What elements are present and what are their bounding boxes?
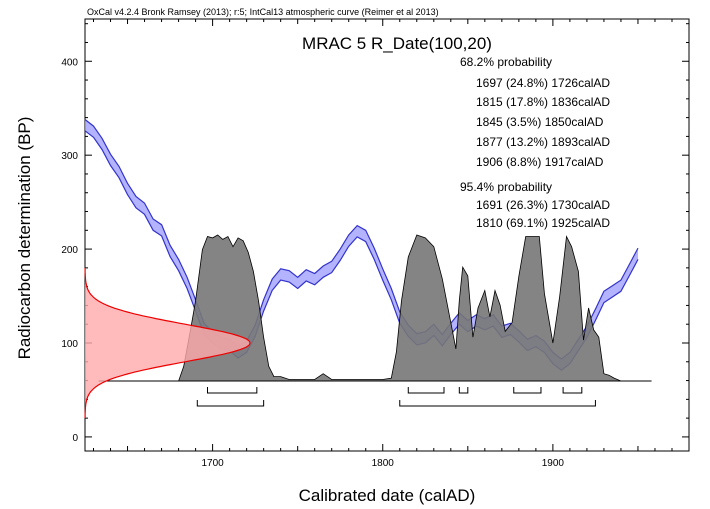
y-tick-label: 100: [61, 339, 78, 350]
range-68-bracket: [562, 387, 583, 394]
radiocarbon-line: [84, 267, 251, 419]
range-68-bracket: [407, 387, 445, 394]
range-68-bracket: [207, 387, 258, 394]
y-tick-label: 0: [72, 433, 78, 444]
posterior-area: [178, 234, 630, 382]
y-tick-label: 300: [61, 151, 78, 162]
range-68-bracket: [513, 387, 542, 394]
range-95-bracket: [399, 400, 596, 407]
credit-line: OxCal v4.2.4 Bronk Ramsey (2013); r:5; I…: [87, 7, 439, 17]
range-68-item: 1877 (13.2%) 1893calAD: [476, 135, 610, 149]
x-tick-label: 1800: [372, 458, 395, 469]
range-95-heading: 95.4% probability: [460, 180, 552, 194]
range-68-heading: 68.2% probability: [460, 55, 552, 69]
range-68-item: 1845 (3.5%) 1850calAD: [476, 115, 604, 129]
range-68-item: 1906 (8.8%) 1917calAD: [476, 155, 604, 169]
range-95-item: 1810 (69.1%) 1925calAD: [476, 216, 610, 230]
range-68-bracket: [458, 387, 469, 394]
range-95-bracket: [196, 400, 265, 407]
radiocarbon-date-distribution: [84, 267, 251, 419]
x-tick-label: 1900: [542, 458, 565, 469]
radiocarbon-fill: [85, 267, 250, 419]
y-tick-label: 200: [61, 245, 78, 256]
axis-ticks: 1700 1800 1900 0 100 200 300 400: [61, 19, 689, 469]
x-axis-label: Calibrated date (calAD): [299, 486, 476, 505]
plot-frame: [84, 18, 690, 452]
range-68-item: 1697 (24.8%) 1726calAD: [476, 76, 610, 90]
chart-title: MRAC 5 R_Date(100,20): [302, 34, 492, 53]
y-axis-label: Radiocarbon determination (BP): [15, 117, 34, 360]
y-tick-label: 400: [61, 57, 78, 68]
posterior-density: [98, 234, 652, 382]
range-brackets: [196, 387, 596, 407]
x-tick-label: 1700: [201, 458, 224, 469]
ranges-legend: 68.2% probability 1697 (24.8%) 1726calAD…: [460, 55, 610, 230]
range-95-item: 1691 (26.3%) 1730calAD: [476, 198, 610, 212]
range-68-item: 1815 (17.8%) 1836calAD: [476, 95, 610, 109]
